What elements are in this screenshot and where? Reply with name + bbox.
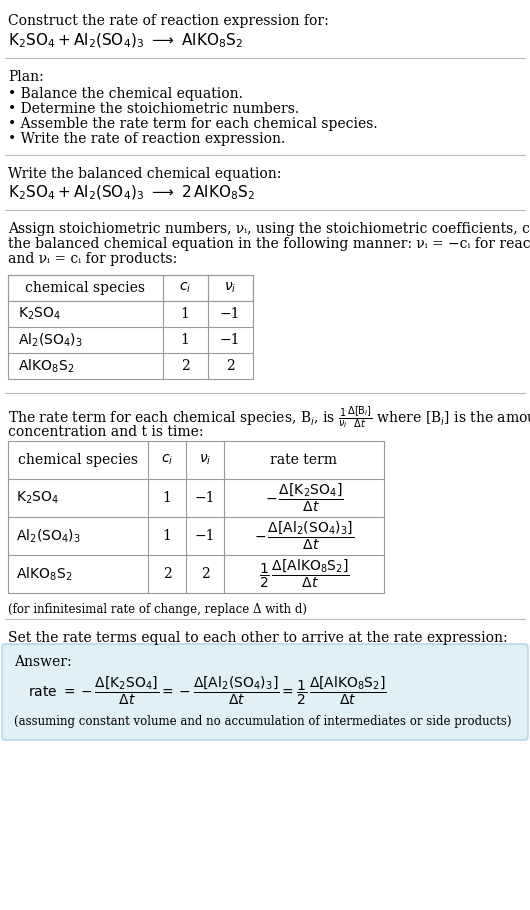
Text: • Write the rate of reaction expression.: • Write the rate of reaction expression. <box>8 132 285 146</box>
Text: Write the balanced chemical equation:: Write the balanced chemical equation: <box>8 167 281 181</box>
Text: $\mathrm{AlKO_8S_2}$: $\mathrm{AlKO_8S_2}$ <box>16 565 72 582</box>
Text: −1: −1 <box>220 333 240 347</box>
Bar <box>8 275 253 301</box>
Text: $c_i$: $c_i$ <box>161 453 173 467</box>
Text: Plan:: Plan: <box>8 70 44 84</box>
Text: (assuming constant volume and no accumulation of intermediates or side products): (assuming constant volume and no accumul… <box>14 715 511 728</box>
Text: 1: 1 <box>163 491 171 505</box>
Text: Set the rate terms equal to each other to arrive at the rate expression:: Set the rate terms equal to each other t… <box>8 631 508 645</box>
Text: $\mathrm{Al_2(SO_4)_3}$: $\mathrm{Al_2(SO_4)_3}$ <box>16 527 81 545</box>
Text: $\mathrm{K_2SO_4}$: $\mathrm{K_2SO_4}$ <box>16 490 59 506</box>
Text: $\mathrm{K_2SO_4}$: $\mathrm{K_2SO_4}$ <box>18 306 61 322</box>
Text: chemical species: chemical species <box>25 281 145 295</box>
Text: $c_i$: $c_i$ <box>179 281 191 295</box>
Text: $\mathrm{K_2SO_4+Al_2(SO_4)_3\ \longrightarrow\ 2\,AlKO_8S_2}$: $\mathrm{K_2SO_4+Al_2(SO_4)_3\ \longrigh… <box>8 184 255 202</box>
Text: $\mathrm{AlKO_8S_2}$: $\mathrm{AlKO_8S_2}$ <box>18 358 74 375</box>
FancyBboxPatch shape <box>2 644 528 740</box>
Bar <box>8 441 384 593</box>
Text: • Determine the stoichiometric numbers.: • Determine the stoichiometric numbers. <box>8 102 299 116</box>
Text: Assign stoichiometric numbers, νᵢ, using the stoichiometric coefficients, cᵢ, fr: Assign stoichiometric numbers, νᵢ, using… <box>8 222 530 236</box>
Text: 1: 1 <box>181 333 189 347</box>
Text: the balanced chemical equation in the following manner: νᵢ = −cᵢ for reactants: the balanced chemical equation in the fo… <box>8 237 530 251</box>
Text: 2: 2 <box>226 359 234 373</box>
Text: −1: −1 <box>195 491 215 505</box>
Text: $\dfrac{1}{2}\,\dfrac{\Delta[\mathrm{AlKO_8S_2}]}{\Delta t}$: $\dfrac{1}{2}\,\dfrac{\Delta[\mathrm{AlK… <box>259 558 349 591</box>
Text: 1: 1 <box>181 307 189 321</box>
Text: $-\,\dfrac{\Delta[\mathrm{K_2SO_4}]}{\Delta t}$: $-\,\dfrac{\Delta[\mathrm{K_2SO_4}]}{\De… <box>265 481 343 514</box>
Text: $\mathrm{K_2SO_4+Al_2(SO_4)_3\ \longrightarrow\ AlKO_8S_2}$: $\mathrm{K_2SO_4+Al_2(SO_4)_3\ \longrigh… <box>8 32 243 50</box>
Text: 1: 1 <box>163 529 171 543</box>
Text: 2: 2 <box>201 567 209 581</box>
Bar <box>8 275 253 379</box>
Text: $-\,\dfrac{\Delta[\mathrm{Al_2(SO_4)_3}]}{\Delta t}$: $-\,\dfrac{\Delta[\mathrm{Al_2(SO_4)_3}]… <box>254 520 354 552</box>
Text: $\nu_i$: $\nu_i$ <box>224 281 236 295</box>
Text: • Balance the chemical equation.: • Balance the chemical equation. <box>8 87 243 101</box>
Text: (for infinitesimal rate of change, replace Δ with d): (for infinitesimal rate of change, repla… <box>8 603 307 616</box>
Text: and νᵢ = cᵢ for products:: and νᵢ = cᵢ for products: <box>8 252 177 266</box>
Text: Construct the rate of reaction expression for:: Construct the rate of reaction expressio… <box>8 14 329 28</box>
Text: The rate term for each chemical species, B$_i$, is $\frac{1}{\nu_i}\frac{\Delta[: The rate term for each chemical species,… <box>8 405 530 431</box>
Text: concentration and t is time:: concentration and t is time: <box>8 425 204 439</box>
Text: $\nu_i$: $\nu_i$ <box>199 453 211 467</box>
Text: $\mathrm{Al_2(SO_4)_3}$: $\mathrm{Al_2(SO_4)_3}$ <box>18 331 83 349</box>
Text: chemical species: chemical species <box>18 453 138 467</box>
Text: −1: −1 <box>195 529 215 543</box>
Text: −1: −1 <box>220 307 240 321</box>
Text: Answer:: Answer: <box>14 655 72 669</box>
Text: rate $= -\dfrac{\Delta[\mathrm{K_2SO_4}]}{\Delta t} = -\dfrac{\Delta[\mathrm{Al_: rate $= -\dfrac{\Delta[\mathrm{K_2SO_4}]… <box>28 675 387 707</box>
Text: rate term: rate term <box>270 453 338 467</box>
Text: 2: 2 <box>163 567 171 581</box>
Text: 2: 2 <box>181 359 189 373</box>
Text: • Assemble the rate term for each chemical species.: • Assemble the rate term for each chemic… <box>8 117 377 131</box>
